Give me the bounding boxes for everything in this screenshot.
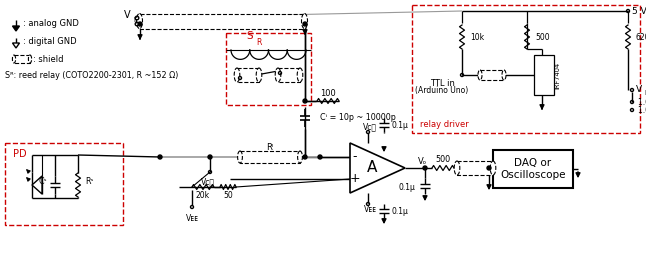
Text: 20k: 20k [196, 192, 210, 201]
Text: PD: PD [13, 149, 26, 159]
Text: Vᴄင: Vᴄင [201, 177, 215, 186]
Text: : shield: : shield [33, 55, 63, 64]
Text: 0.1μ: 0.1μ [398, 184, 415, 193]
Ellipse shape [238, 151, 242, 163]
Ellipse shape [297, 68, 303, 82]
Text: Vᴄင: Vᴄင [363, 123, 377, 131]
Ellipse shape [502, 70, 506, 80]
Text: V: V [636, 85, 642, 94]
Ellipse shape [298, 151, 302, 163]
Polygon shape [12, 26, 19, 31]
Ellipse shape [478, 70, 482, 80]
Bar [14, 55, 30, 63]
Text: R: R [644, 90, 646, 96]
Bar [457, 161, 493, 175]
Ellipse shape [256, 68, 262, 82]
Text: Rᴵ: Rᴵ [266, 143, 274, 152]
Text: 0.1μ: 0.1μ [392, 206, 409, 215]
Bar [237, 68, 259, 82]
Circle shape [138, 22, 142, 26]
Text: -: - [353, 151, 357, 164]
Text: V: V [125, 10, 131, 20]
Bar [140, 14, 304, 28]
Circle shape [303, 99, 307, 103]
Ellipse shape [234, 68, 240, 82]
Polygon shape [32, 176, 42, 194]
Text: S: S [246, 31, 253, 41]
Text: R: R [256, 38, 262, 47]
Circle shape [487, 166, 491, 170]
Text: 500: 500 [435, 156, 450, 164]
Text: Sᴿ: reed relay (COTO2200-2301, R ~152 Ω): Sᴿ: reed relay (COTO2200-2301, R ~152 Ω) [5, 70, 178, 80]
Circle shape [318, 155, 322, 159]
Bar [278, 68, 300, 82]
Circle shape [208, 155, 212, 159]
Ellipse shape [28, 55, 32, 63]
Text: 500: 500 [535, 32, 550, 41]
Text: TTL in: TTL in [430, 78, 454, 88]
Text: Cⁱ = 10p ~ 10000p: Cⁱ = 10p ~ 10000p [320, 114, 396, 123]
Ellipse shape [136, 14, 143, 28]
Bar [412, 5, 640, 133]
Text: 0.1μ: 0.1μ [392, 120, 409, 130]
Text: (Arduino Uno): (Arduino Uno) [415, 86, 468, 95]
Text: Cˢ: Cˢ [38, 177, 47, 186]
Circle shape [303, 22, 307, 26]
Text: Vᴇᴇ: Vᴇᴇ [185, 214, 198, 223]
Text: A: A [367, 160, 377, 176]
Text: 10k: 10k [470, 32, 484, 41]
Circle shape [303, 155, 307, 159]
Text: relay driver: relay driver [420, 120, 469, 129]
Ellipse shape [454, 161, 460, 175]
Bar [534, 55, 554, 95]
Text: 1.0 V@HIGH: 1.0 V@HIGH [638, 106, 646, 114]
Ellipse shape [302, 14, 307, 28]
Text: R: R [133, 17, 138, 23]
Text: DAQ or
Oscilloscope: DAQ or Oscilloscope [500, 158, 566, 180]
Bar [5, 143, 123, 225]
Text: : digital GND: : digital GND [23, 36, 77, 45]
Circle shape [158, 155, 162, 159]
Text: +: + [349, 172, 360, 185]
Text: 50: 50 [223, 192, 233, 201]
Polygon shape [350, 143, 405, 193]
Ellipse shape [12, 55, 16, 63]
Text: Vₒ: Vₒ [419, 157, 428, 167]
Bar [226, 33, 311, 105]
Text: Vᴇᴇ: Vᴇᴇ [364, 206, 377, 214]
Bar [240, 151, 300, 163]
Ellipse shape [275, 68, 281, 82]
Ellipse shape [490, 161, 495, 175]
Text: 1.6 V@LOW: 1.6 V@LOW [638, 98, 646, 106]
Text: 620: 620 [636, 32, 646, 41]
Polygon shape [12, 43, 19, 48]
Text: : analog GND: : analog GND [23, 19, 79, 27]
Circle shape [423, 166, 427, 170]
Bar [493, 150, 573, 188]
Text: Rˢ: Rˢ [85, 177, 94, 186]
Text: 5 V: 5 V [632, 6, 646, 15]
Bar [480, 70, 504, 80]
Text: 100: 100 [320, 89, 336, 98]
Text: IRF7404: IRF7404 [554, 61, 560, 89]
